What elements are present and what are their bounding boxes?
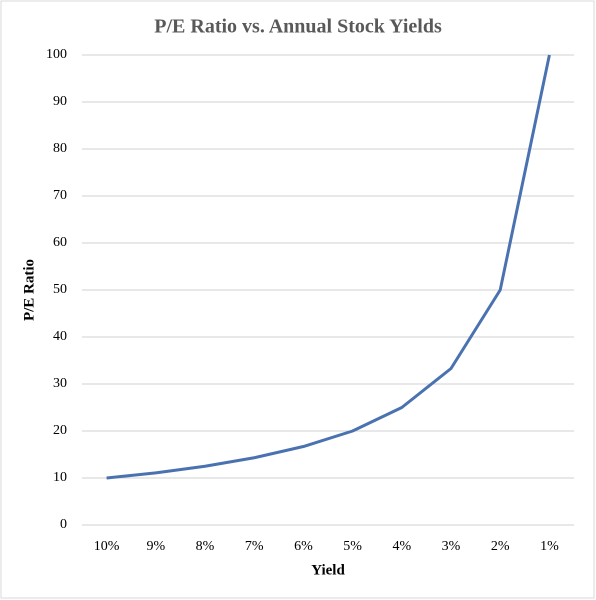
- y-tick-label: 80: [53, 141, 67, 156]
- y-tick-label: 50: [53, 282, 67, 297]
- x-tick-label: 5%: [343, 539, 362, 554]
- data-line: [106, 54, 551, 480]
- y-tick-label: 20: [53, 423, 67, 438]
- x-tick-label: 10%: [94, 539, 120, 554]
- y-tick-label: 40: [53, 329, 67, 344]
- y-tick-label: 70: [53, 188, 67, 203]
- x-tick-label: 6%: [294, 539, 313, 554]
- x-tick-label: 2%: [491, 539, 510, 554]
- y-tick-label: 90: [53, 94, 67, 109]
- x-tick-label: 7%: [245, 539, 264, 554]
- y-tick-label: 100: [46, 47, 67, 62]
- y-tick-label: 30: [53, 376, 67, 391]
- y-tick-label: 60: [53, 235, 67, 250]
- x-tick-label: 8%: [196, 539, 215, 554]
- x-axis-title: Yield: [311, 562, 345, 578]
- x-tick-label: 9%: [146, 539, 165, 554]
- x-tick-label: 4%: [392, 539, 411, 554]
- y-axis-title: P/E Ratio: [21, 259, 37, 321]
- x-tick-label: 1%: [540, 539, 559, 554]
- y-tick-label: 0: [60, 517, 67, 532]
- chart-title: P/E Ratio vs. Annual Stock Yields: [154, 16, 442, 38]
- y-tick-label: 10: [53, 470, 67, 485]
- x-tick-label: 3%: [442, 539, 461, 554]
